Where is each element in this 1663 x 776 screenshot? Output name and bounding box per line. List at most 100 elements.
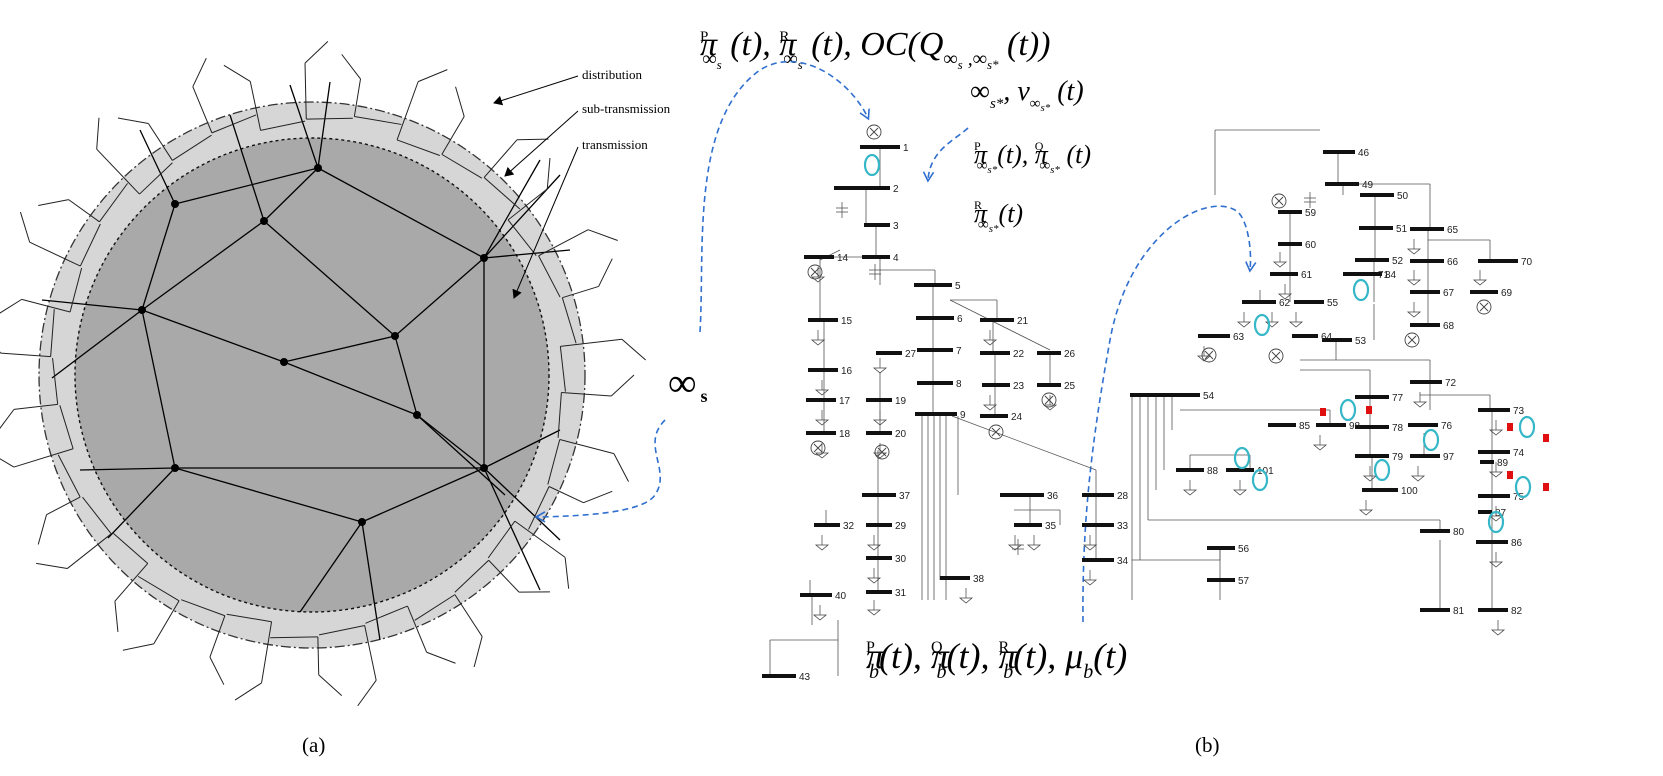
load-arrow-head xyxy=(1412,401,1428,408)
distribution-feeder xyxy=(548,486,584,504)
generator-symbol xyxy=(874,444,890,460)
bus-bar xyxy=(1014,523,1042,527)
subtransmission-line xyxy=(299,521,363,613)
bus-bar xyxy=(1325,182,1359,186)
load-arrow-head xyxy=(1182,489,1198,496)
bus-number: 24 xyxy=(1011,412,1023,423)
generator-cross xyxy=(991,427,1001,437)
bus-number: 28 xyxy=(1117,491,1129,502)
caption-a: (a) xyxy=(302,733,325,757)
bus-bar xyxy=(1082,558,1114,562)
bus-number: 75 xyxy=(1513,492,1525,503)
bus-number: 49 xyxy=(1362,180,1374,191)
infinity-symbol: ∞ xyxy=(668,360,697,405)
bus-bar xyxy=(1355,454,1389,458)
load-arrow-head xyxy=(810,276,826,283)
bus-bar xyxy=(866,398,892,402)
bus-bar xyxy=(916,316,954,320)
bus-bar xyxy=(1410,380,1442,384)
distribution-feeder xyxy=(426,651,456,664)
transmission-mesh xyxy=(41,81,571,641)
distribution-feeder xyxy=(139,162,173,195)
bus-number: 30 xyxy=(895,554,907,565)
bus-number: 79 xyxy=(1392,452,1404,463)
subtransmission-line xyxy=(361,521,381,641)
distribution-feeder xyxy=(483,139,518,178)
distribution-feeder xyxy=(396,81,419,141)
arrow-to-feeder xyxy=(1082,205,1257,623)
load-arrow-head xyxy=(1488,429,1504,436)
load-arrow-head xyxy=(1236,321,1252,328)
load-arrow-head xyxy=(1232,489,1248,496)
substation-node xyxy=(480,254,488,262)
bus-number: 82 xyxy=(1511,606,1523,617)
subtransmission-line xyxy=(289,84,319,169)
distribution-feeder xyxy=(172,134,212,161)
bus-bar xyxy=(866,590,892,594)
bus-bar xyxy=(1278,242,1302,246)
transmission-line xyxy=(141,309,176,469)
bus-number: 38 xyxy=(973,574,985,585)
bus-number: 8 xyxy=(956,379,962,390)
bus-number: 100 xyxy=(1401,486,1418,497)
bus-number: 19 xyxy=(895,396,907,407)
bus-number: 6 xyxy=(957,314,963,325)
bus-bar xyxy=(1037,383,1061,387)
distribution-feeder xyxy=(417,69,448,83)
distribution-feeder xyxy=(209,656,225,685)
bus-bar xyxy=(980,414,1008,418)
distribution-feeder xyxy=(96,117,100,150)
bus-bar xyxy=(980,318,1014,322)
infinity-arrow xyxy=(534,419,666,523)
distribution-feeder xyxy=(318,674,343,696)
transmission-line xyxy=(263,167,319,222)
distribution-feeder xyxy=(528,486,550,530)
bus-bar xyxy=(1355,395,1389,399)
bus-number: 23 xyxy=(1013,381,1025,392)
distribution-feeder xyxy=(357,680,377,707)
bus-number: 31 xyxy=(895,588,907,599)
bus-number: 62 xyxy=(1279,298,1291,309)
bus-number: 71 xyxy=(1378,270,1390,281)
distribution-feeder xyxy=(454,594,483,637)
distribution-feeder xyxy=(38,199,69,206)
substation-node xyxy=(171,200,179,208)
distribution-feeder xyxy=(114,601,119,633)
distribution-feeder xyxy=(226,613,272,623)
distribution-pointer xyxy=(493,75,579,106)
distribution-feeder xyxy=(507,219,537,256)
distributed-generator xyxy=(1422,428,1440,452)
bus-bar xyxy=(917,381,953,385)
substation-node xyxy=(314,164,322,172)
distribution-feeder xyxy=(488,559,520,593)
distribution-feeder xyxy=(547,439,561,485)
bus-bar xyxy=(1410,290,1440,294)
bus-number: 14 xyxy=(837,253,849,264)
bus-bar xyxy=(1000,493,1044,497)
storage-marker xyxy=(1543,483,1549,491)
caption-b: (b) xyxy=(1195,733,1220,757)
load-arrow-head xyxy=(814,544,830,551)
load-arrow-head xyxy=(958,597,974,604)
distribution-feeder xyxy=(66,533,112,569)
distribution-feeder xyxy=(306,117,353,120)
bus-bar xyxy=(1355,425,1389,429)
distribution-feeder xyxy=(0,352,51,358)
storage-marker xyxy=(1366,406,1372,414)
transmission-line xyxy=(317,167,485,259)
bus-bar xyxy=(800,593,832,597)
equation-prices-pq: πP ∞s*(t), πQ ∞s* (t) xyxy=(974,139,1091,176)
bus-number: 21 xyxy=(1017,316,1029,327)
bus-number: 15 xyxy=(841,316,853,327)
transmission-line xyxy=(174,467,363,523)
bus-bar xyxy=(866,431,892,435)
bus-number: 33 xyxy=(1117,521,1129,532)
generator-cross xyxy=(810,267,820,277)
load-arrow-head xyxy=(1488,515,1504,522)
bus-number: 97 xyxy=(1443,452,1455,463)
bus-number: 57 xyxy=(1238,576,1250,587)
distribution-feeder xyxy=(473,636,483,668)
panel-a: distribution sub-transmission transmissi… xyxy=(0,41,708,757)
transmission-label: transmission xyxy=(582,137,648,152)
distributed-generator xyxy=(1253,313,1271,337)
